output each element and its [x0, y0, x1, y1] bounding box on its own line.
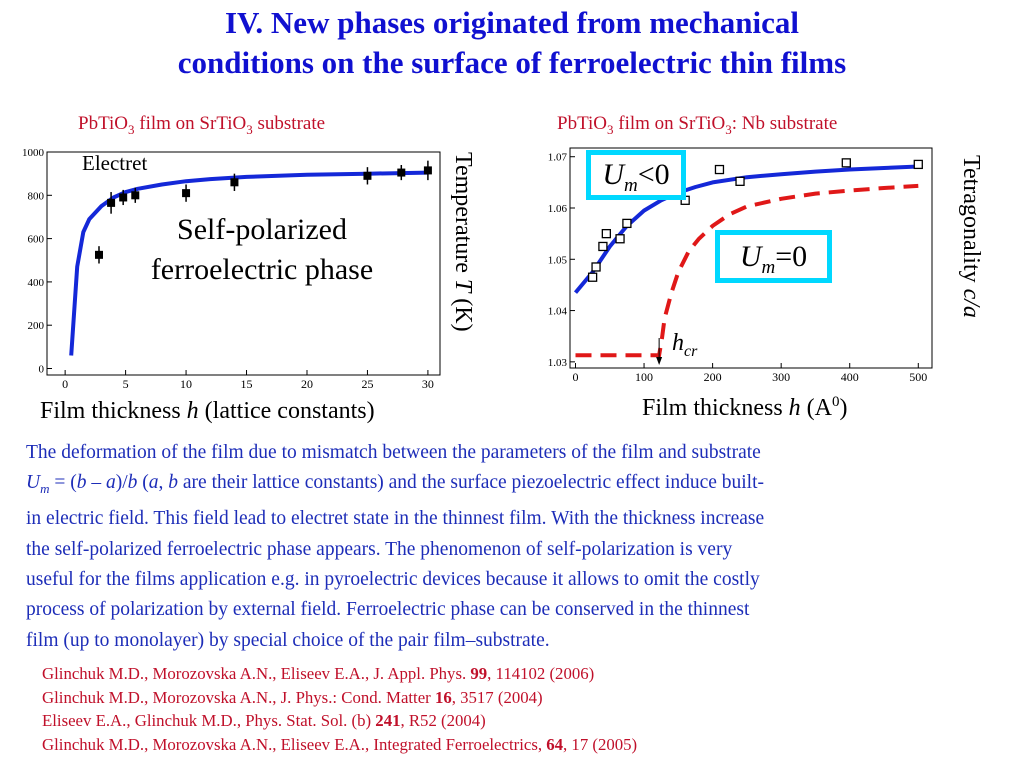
- data-point: [397, 168, 406, 177]
- reference-item: Glinchuk M.D., Morozovska A.N., Eliseev …: [42, 734, 638, 754]
- y-tick-label: 600: [28, 234, 45, 246]
- x-tick-label: 400: [841, 370, 859, 384]
- data-point: [601, 228, 611, 239]
- x-tick-label: 20: [301, 377, 313, 391]
- y-tick-label: 400: [28, 277, 45, 289]
- y-tick-label: 0: [39, 364, 45, 376]
- data-point: [598, 241, 608, 252]
- x-tick-label: 0: [572, 370, 578, 384]
- x-tick-label: 0: [62, 377, 68, 391]
- y-tick-label: 800: [28, 190, 45, 202]
- right-chart: 0 100 200 300 400 500 1.03 1.04 1.05 1.06 1.07: [548, 147, 933, 384]
- description-line: The deformation of the film due to misma…: [26, 442, 761, 463]
- slide-title-line2: conditions on the surface of ferroelectr…: [177, 45, 847, 80]
- left-chart-title: PbTiO3 film on SrTiO3 substrate: [78, 113, 326, 137]
- plot-frame: [46, 151, 441, 376]
- reference-item: Eliseev E.A., Glinchuk M.D., Phys. Stat.…: [42, 711, 486, 730]
- phase-label: Self-polarized ferroelectric phase: [112, 210, 412, 290]
- reference-item: Glinchuk M.D., Morozovska A.N., J. Phys.…: [42, 687, 543, 707]
- data-point: [94, 250, 103, 259]
- data-point: [587, 272, 598, 282]
- slide-title-line1: IV. New phases originated from mechanica…: [224, 5, 800, 40]
- hcr-arrowhead: [656, 357, 663, 365]
- references: Glinchuk M.D., Morozovska A.N., Eliseev …: [42, 662, 1002, 756]
- description-line: film (up to monolayer) by special choice…: [26, 629, 550, 651]
- y-tick-label: 200: [28, 320, 45, 332]
- data-point: [107, 198, 116, 207]
- left-xlabel: Film thickness h (lattice constants): [40, 398, 375, 424]
- data-point: [230, 178, 239, 187]
- y-tick-label: 1.07: [548, 152, 568, 164]
- data-point: [119, 193, 128, 202]
- x-tick-label: 30: [422, 377, 434, 391]
- description-line: process of polarization by external fiel…: [26, 599, 750, 621]
- x-tick-label: 200: [704, 370, 722, 384]
- x-tick-label: 100: [635, 370, 653, 384]
- right-ylabel: Tetragonality c/a: [958, 155, 984, 318]
- plot-frame: [569, 147, 933, 369]
- y-tick-label: 1.06: [548, 203, 568, 215]
- x-tick-label: 5: [123, 377, 129, 391]
- data-point: [131, 191, 140, 200]
- data-point: [591, 262, 601, 272]
- right-chart-title: PbTiO3 film on SrTiO3: Nb substrate: [557, 113, 838, 137]
- x-tick-label: 15: [241, 377, 253, 391]
- description-line: in electric field. This field lead to el…: [26, 508, 765, 530]
- phase-label-line2: ferroelectric phase: [150, 253, 374, 286]
- data-point: [913, 159, 923, 170]
- data-point: [423, 166, 432, 175]
- y-tick-label: 1.03: [548, 357, 568, 369]
- x-tick-label: 500: [909, 370, 927, 384]
- x-tick-label: 10: [180, 377, 192, 391]
- um-negative-box: Um<0: [586, 150, 686, 200]
- x-tick-label: 25: [361, 377, 373, 391]
- left-ylabel: Temperature T (K): [450, 152, 476, 332]
- y-tick-label: 1000: [22, 147, 45, 159]
- x-tick-label: 300: [772, 370, 790, 384]
- data-point: [615, 234, 625, 244]
- right-xlabel: Film thickness h (A0): [642, 394, 848, 421]
- fit-curve: [69, 170, 428, 356]
- um-zero-box: Um=0: [715, 230, 832, 283]
- data-point: [622, 218, 632, 229]
- description-line: useful for the films application e.g. in…: [26, 569, 760, 591]
- reference-item: Glinchuk M.D., Morozovska A.N., Eliseev …: [42, 664, 595, 683]
- hcr-label: hcr: [672, 330, 698, 360]
- data-point: [841, 158, 851, 168]
- data-point: [735, 176, 745, 186]
- electret-label: Electret: [82, 151, 148, 175]
- y-tick-label: 1.04: [548, 306, 568, 318]
- description-paragraph: The deformation of the film due to misma…: [26, 438, 1001, 656]
- description-line: the self-polarized ferroelectric phase a…: [26, 538, 733, 560]
- description-line: Um = (b – a)/b (a, b are their lattice c…: [26, 472, 765, 497]
- data-point: [363, 171, 372, 180]
- dashed-curve: [575, 183, 919, 358]
- data-point: [714, 164, 725, 175]
- data-point: [182, 189, 191, 198]
- y-tick-label: 1.05: [548, 254, 568, 266]
- left-chart: 0 5 10 15 20 25 30 0 200 400 600 800 1000: [22, 147, 441, 391]
- phase-label-line1: Self-polarized: [177, 213, 347, 246]
